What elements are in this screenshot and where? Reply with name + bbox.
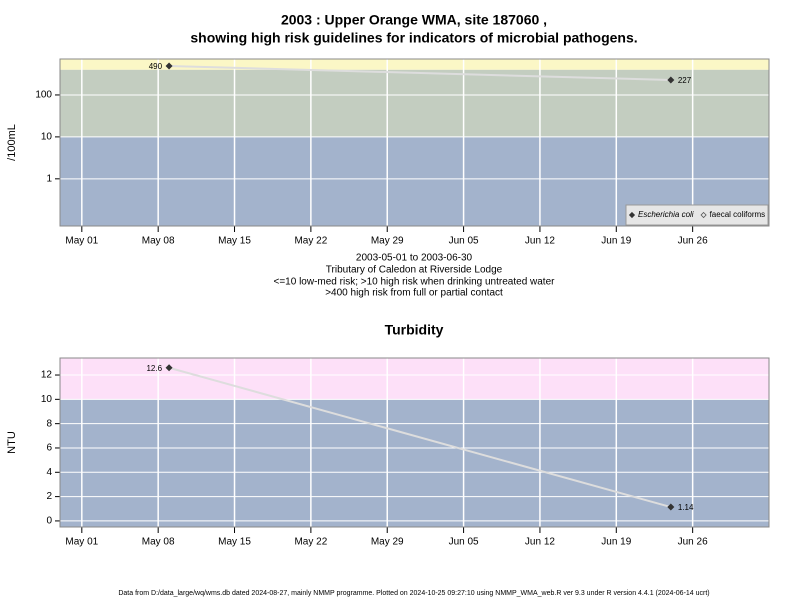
- chart-title: Turbidity: [385, 322, 444, 338]
- x-tick-label: May 29: [371, 236, 404, 247]
- plot-frame: [59, 357, 770, 528]
- x-tick-label: Jun 05: [449, 537, 479, 548]
- x-tick-label: Jun 26: [678, 236, 708, 247]
- data-label: 490: [149, 62, 163, 71]
- risk-band: [60, 399, 769, 527]
- y-tick-label: 0: [46, 516, 52, 527]
- chart-subtitle: showing high risk guidelines for indicat…: [190, 30, 637, 46]
- note: >400 high risk from full or partial cont…: [325, 288, 503, 299]
- risk-band: [60, 69, 769, 137]
- y-axis-label: NTU: [6, 431, 18, 454]
- y-tick-label: 10: [41, 394, 53, 405]
- x-tick-label: May 22: [294, 537, 327, 548]
- x-tick-label: May 15: [218, 236, 251, 247]
- note: Tributary of Caledon at Riverside Lodge: [326, 265, 503, 276]
- note: 2003-05-01 to 2003-06-30: [356, 253, 473, 264]
- y-tick-label: 2: [46, 491, 52, 502]
- x-tick-label: May 08: [142, 236, 175, 247]
- note: <=10 low-med risk; >10 high risk when dr…: [274, 277, 556, 288]
- data-point: [165, 364, 173, 372]
- y-tick-label: 10: [41, 132, 53, 143]
- y-tick-label: 6: [46, 443, 52, 454]
- series-line: [168, 366, 672, 509]
- data-label: 12.6: [146, 364, 162, 373]
- x-tick-label: May 22: [294, 236, 327, 247]
- data-point: [667, 76, 675, 84]
- x-tick-label: Jun 19: [601, 236, 631, 247]
- legend-marker: [628, 211, 636, 219]
- y-tick-label: 1: [46, 173, 52, 184]
- series-line: [169, 65, 671, 82]
- legend: [625, 204, 769, 226]
- legend-marker: [700, 211, 707, 219]
- x-tick-label: Jun 05: [449, 236, 479, 247]
- y-tick-label: 100: [35, 90, 52, 101]
- data-point: [165, 62, 173, 70]
- legend-label: faecal coliforms: [710, 210, 766, 219]
- y-tick-label: 12: [41, 370, 53, 381]
- x-tick-label: May 29: [371, 537, 404, 548]
- x-tick-label: May 01: [65, 236, 98, 247]
- x-tick-label: May 08: [142, 537, 175, 548]
- x-tick-label: May 15: [218, 537, 251, 548]
- x-tick-label: May 01: [65, 537, 98, 548]
- plot-frame: [59, 58, 770, 227]
- chart-title: 2003 : Upper Orange WMA, site 187060 ,: [281, 12, 547, 28]
- footer: Data from D:/data_large/wq/wms.db dated …: [118, 590, 709, 597]
- data-label: 227: [678, 76, 692, 85]
- legend-label: Escherichia coli: [638, 210, 694, 219]
- x-tick-label: Jun 19: [601, 537, 631, 548]
- x-tick-label: Jun 12: [525, 236, 555, 247]
- data-label: 1.14: [678, 503, 694, 512]
- x-tick-label: Jun 12: [525, 537, 555, 548]
- x-tick-label: Jun 26: [678, 537, 708, 548]
- y-tick-label: 4: [46, 467, 52, 478]
- data-point: [667, 503, 675, 511]
- y-tick-label: 8: [46, 418, 52, 429]
- risk-band: [60, 358, 769, 400]
- y-axis-label: /100mL: [6, 124, 18, 161]
- risk-band: [60, 59, 769, 70]
